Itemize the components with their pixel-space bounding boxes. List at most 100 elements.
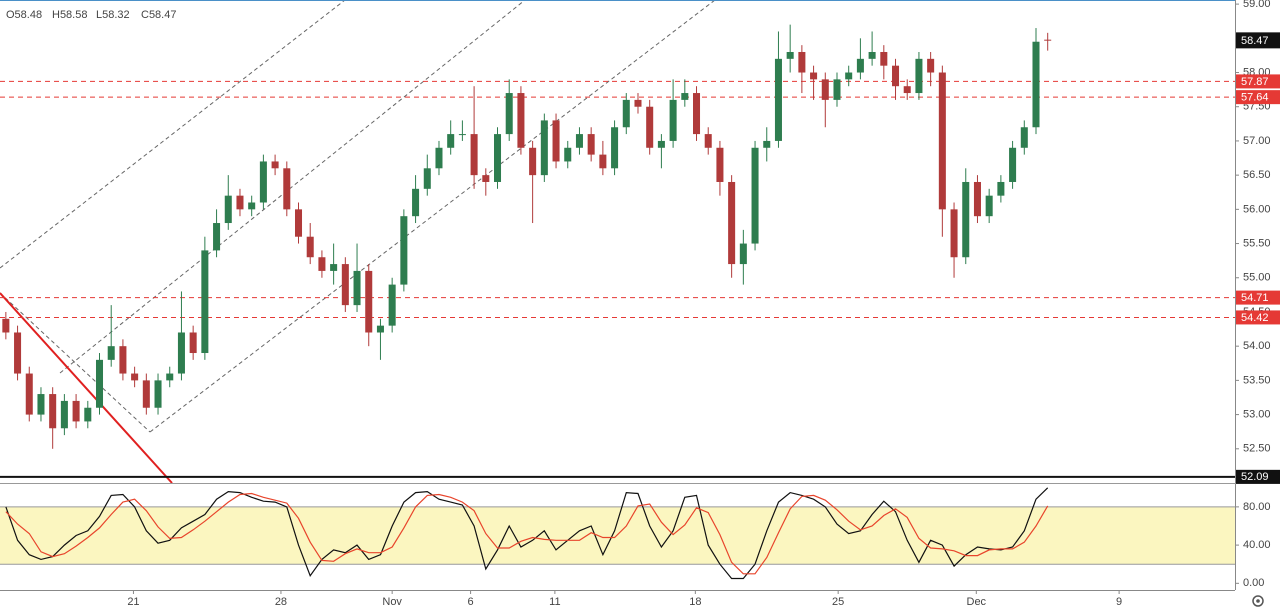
candle-body: [657, 140, 665, 148]
channel-line: [0, 292, 151, 433]
candle-body: [505, 93, 513, 135]
candle-body: [938, 72, 946, 210]
x-tick-label: 21: [127, 596, 139, 608]
x-tick-label: 28: [275, 596, 287, 608]
level-label-box: [1236, 290, 1280, 305]
ohlc-low: L58.32: [96, 9, 130, 21]
candle-body: [786, 51, 794, 59]
candle-body: [646, 106, 654, 148]
candle-body: [353, 270, 361, 306]
candle-body: [622, 99, 630, 128]
trend-line: [0, 292, 173, 484]
x-tick-label: 25: [832, 596, 844, 608]
y-tick-label: 59.00: [1243, 0, 1271, 10]
x-tick-label: Dec: [967, 596, 987, 608]
candle-body: [60, 400, 68, 429]
candle-body: [973, 181, 981, 217]
y-tick-label: 56.00: [1243, 203, 1271, 215]
candle-body: [49, 394, 57, 429]
candle-body: [435, 147, 443, 169]
candle-body: [330, 264, 338, 271]
candle-body: [763, 140, 771, 148]
y-tick-label: 53.50: [1243, 374, 1271, 386]
candle-body: [575, 134, 583, 148]
candle-body: [400, 216, 408, 285]
candle-body: [318, 257, 326, 271]
candle-body: [470, 134, 478, 176]
x-tick-label: Nov: [382, 596, 402, 608]
candle-body: [447, 134, 455, 148]
ohlc-open: O58.48: [6, 9, 42, 21]
candle-body: [997, 181, 1005, 196]
candle-body: [564, 147, 572, 162]
candle-body: [236, 195, 244, 210]
candle-body: [37, 394, 45, 415]
candle-body: [259, 161, 267, 203]
candle-body: [599, 154, 607, 169]
y-tick-label: 57.00: [1243, 135, 1271, 147]
candle-body: [833, 79, 841, 100]
candle-body: [693, 93, 701, 135]
candle-body: [95, 359, 104, 408]
candle-body: [458, 134, 466, 136]
candle-body: [14, 332, 22, 374]
candle-body: [72, 400, 80, 422]
level-label-box: [1236, 310, 1280, 325]
level-label: 52.09: [1241, 471, 1269, 483]
level-label: 57.87: [1241, 76, 1269, 88]
y-tick-label: 0.00: [1243, 577, 1264, 589]
plot-area: [0, 0, 1235, 484]
candle-body: [423, 168, 431, 189]
candle-body: [810, 72, 818, 80]
y-tick-label: 53.00: [1243, 408, 1271, 420]
stoch-line: [5, 487, 1049, 580]
settings-icon[interactable]: [1252, 595, 1264, 607]
y-tick-label: 55.50: [1243, 237, 1271, 249]
candle-body: [84, 407, 92, 422]
candle-body: [213, 223, 221, 251]
candle-body: [177, 332, 185, 374]
candle-body: [985, 195, 993, 217]
ohlc-close: C58.47: [141, 9, 176, 21]
channel-line: [59, 0, 526, 374]
candle-body: [774, 58, 782, 141]
candle-body: [154, 380, 162, 408]
last-price-box: [1236, 32, 1280, 49]
candle-body: [224, 195, 232, 224]
candle-body: [412, 188, 420, 217]
candle-body: [248, 202, 256, 210]
candle-body: [892, 65, 900, 87]
candle-body: [271, 161, 279, 169]
candle-body: [376, 325, 384, 333]
ohlc-high: H58.58: [52, 9, 87, 21]
y-tick-label: 40.00: [1243, 539, 1271, 551]
candle-body: [517, 93, 525, 148]
candle-body: [634, 99, 642, 107]
candle-body: [341, 264, 349, 306]
x-tick-label: 9: [1116, 596, 1122, 608]
candle-body: [950, 209, 958, 258]
candle-body: [306, 236, 314, 258]
candle-body: [927, 58, 935, 73]
candle-body: [189, 332, 197, 354]
y-tick-label: 80.00: [1243, 501, 1271, 513]
y-tick-label: 56.50: [1243, 169, 1271, 181]
candle-body: [201, 250, 209, 354]
candle-body: [552, 120, 560, 162]
candle-body: [821, 79, 829, 100]
candle-body: [166, 373, 174, 381]
level-label-box: [1236, 74, 1280, 89]
candle-body: [119, 346, 127, 374]
candle-body: [1020, 127, 1028, 148]
candle-body: [540, 120, 548, 176]
candle-body: [856, 58, 864, 73]
candle-body: [587, 134, 595, 155]
candle-body: [868, 51, 876, 59]
candle-body: [529, 147, 537, 176]
candle-body: [365, 270, 373, 333]
candle-body: [482, 175, 490, 182]
level-label-box: [1236, 469, 1280, 484]
candle-body: [669, 99, 677, 141]
candle-body: [716, 147, 724, 182]
level-label-box: [1236, 90, 1280, 105]
